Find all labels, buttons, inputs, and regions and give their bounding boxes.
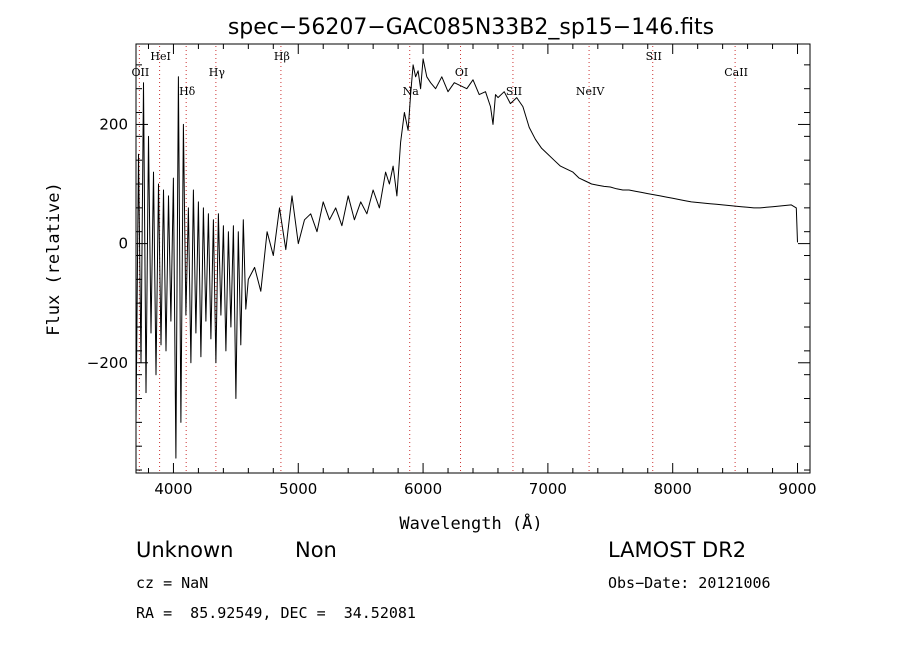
x-tick-label-1: 5000 — [279, 480, 317, 498]
x-tick-label-5: 9000 — [778, 480, 816, 498]
y-tick-label-2: 200 — [99, 115, 128, 133]
marker-label-6: OI — [455, 66, 468, 79]
x-axis-label: Wavelength (Å) — [399, 512, 542, 534]
marker-label-7: SII — [506, 85, 522, 98]
y-axis-label: Flux (relative) — [44, 182, 64, 336]
axes-ticks: 4000 5000 6000 7000 8000 9000 −200 0 200 — [87, 44, 817, 498]
marker-label-3: Hγ — [209, 66, 226, 79]
marker-label-8: NeIV — [576, 85, 605, 98]
x-tick-label-0: 4000 — [154, 480, 192, 498]
y-tick-label-0: −200 — [87, 354, 128, 372]
marker-label-10: CaII — [724, 66, 748, 79]
x-tick-label-3: 7000 — [529, 480, 567, 498]
redshift-cz: cz = NaN — [136, 574, 209, 592]
x-tick-label-4: 8000 — [654, 480, 692, 498]
marker-label-2: Hδ — [179, 85, 196, 98]
marker-label-9: SII — [646, 50, 662, 63]
y-tick-label-1: 0 — [118, 235, 128, 253]
object-subclass: Non — [295, 538, 337, 562]
marker-label-1: HeI — [150, 50, 170, 63]
chart-title: spec−56207−GAC085N33B2_sp15−146.fits — [228, 15, 714, 40]
object-class: Unknown — [136, 538, 234, 562]
marker-label-0: OII — [132, 66, 150, 79]
plot-frame — [135, 43, 811, 474]
marker-label-4: Hβ — [274, 50, 290, 63]
ra-dec-coordinates: RA = 85.92549, DEC = 34.52081 — [136, 604, 416, 622]
x-tick-label-2: 6000 — [404, 480, 442, 498]
spectrum-group — [135, 58, 798, 459]
observation-date: Obs−Date: 20121006 — [608, 574, 771, 592]
spectrum-line-0 — [135, 58, 798, 459]
survey-name: LAMOST DR2 — [608, 538, 747, 562]
